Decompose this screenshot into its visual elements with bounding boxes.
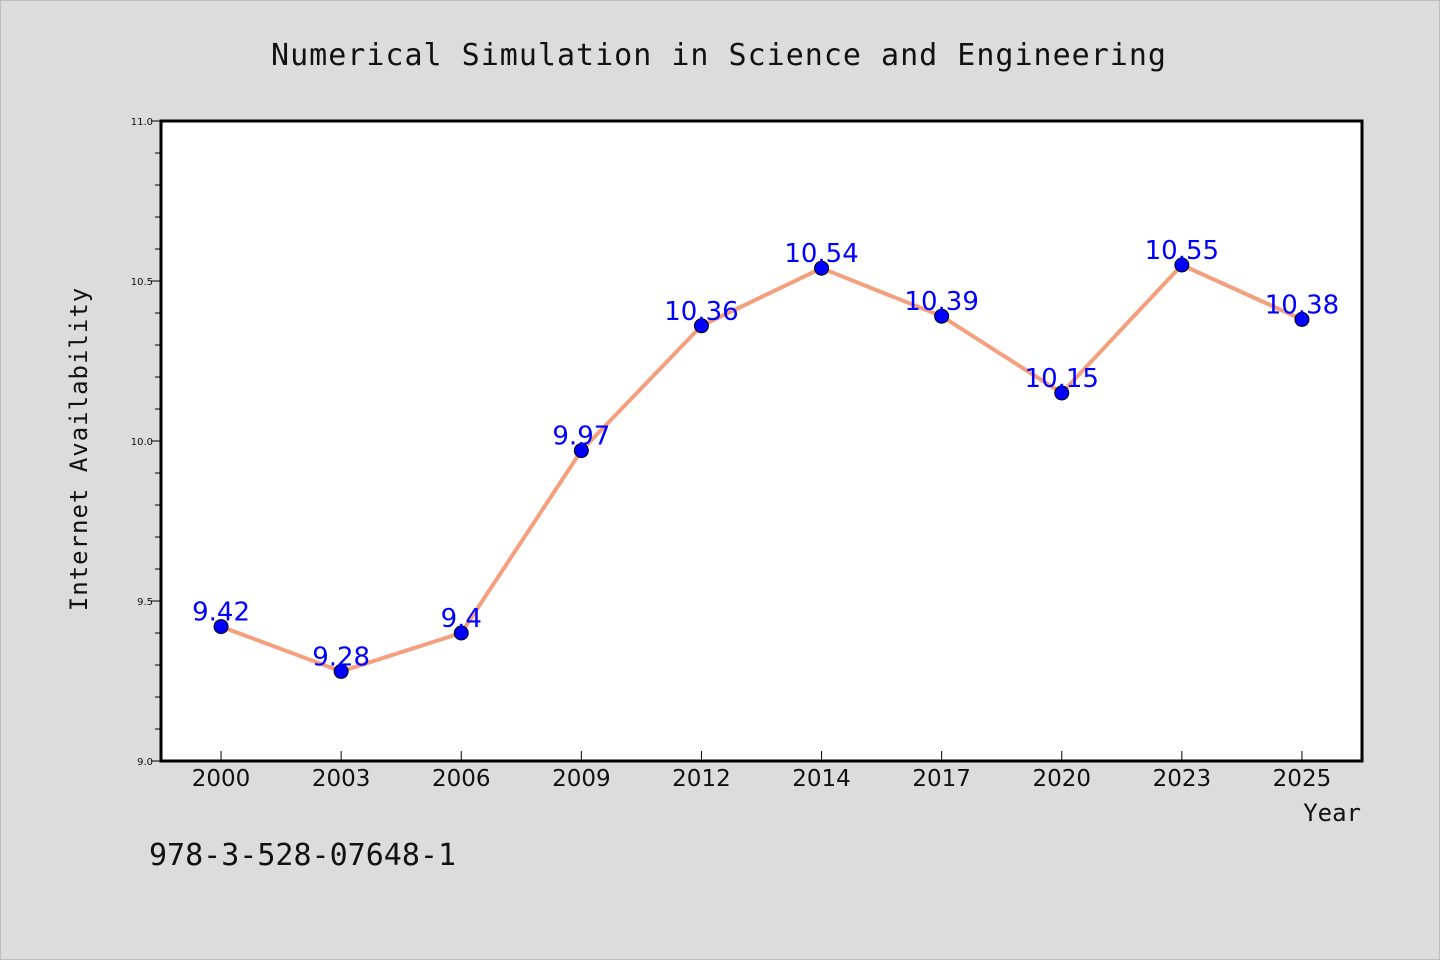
data-point-label: 10.36: [664, 297, 738, 327]
y-axis-label: Internet Availability: [65, 287, 93, 611]
data-point-marker: [573, 443, 589, 459]
y-tick-label: 9.5: [137, 597, 153, 608]
data-point-label: 9.28: [312, 642, 370, 672]
x-tick-label: 2003: [312, 766, 371, 792]
data-point-marker: [453, 625, 469, 641]
x-tick-label: 2014: [792, 766, 851, 792]
data-point-marker: [814, 260, 830, 276]
data-point-label: 10.15: [1025, 364, 1099, 394]
data-point-label: 10.54: [784, 239, 858, 269]
data-point-marker: [1054, 385, 1070, 401]
x-tick-label: 2000: [192, 766, 251, 792]
x-tick-label: 2020: [1032, 766, 1091, 792]
data-point-marker: [333, 663, 349, 679]
data-point-label: 10.38: [1265, 290, 1339, 320]
data-point-marker: [693, 318, 709, 334]
y-tick-label: 11.0: [131, 117, 153, 128]
data-point-marker: [1174, 257, 1190, 273]
y-tick-label: 10.5: [131, 277, 153, 288]
series-line: [219, 263, 1304, 674]
data-point-label: 9.42: [192, 598, 250, 628]
data-point-label: 9.97: [552, 422, 610, 452]
chart-title: Numerical Simulation in Science and Engi…: [271, 38, 1167, 73]
y-axis-ticks: 9.0 9.5 10.0 10.5 11.0: [131, 117, 161, 768]
data-point-label: 10.39: [904, 287, 978, 317]
series-layer: 9.42 9.28 9.4 9.97 10.36 10.54 10.39 10.15 10.55…: [192, 236, 1339, 679]
x-tick-label: 2006: [432, 766, 491, 792]
x-tick-label: 2009: [552, 766, 611, 792]
isbn-text: 978-3-528-07648-1: [149, 838, 456, 873]
x-tick-label: 2012: [672, 766, 731, 792]
x-tick-label: 2017: [912, 766, 971, 792]
data-point-marker: [934, 308, 950, 324]
x-axis-label: Year: [1303, 799, 1361, 827]
x-axis-ticks: 2000 2003 2006 2009 2012 2014 2017 2020 2023 2025: [192, 751, 1331, 792]
data-point-label: 10.55: [1145, 236, 1219, 266]
y-tick-label: 9.0: [137, 757, 153, 768]
x-tick-label: 2025: [1273, 766, 1332, 792]
x-tick-label: 2023: [1153, 766, 1212, 792]
y-tick-label: 10.0: [131, 437, 153, 448]
data-point-marker: [1294, 311, 1310, 327]
data-point-marker: [213, 619, 229, 635]
plot-area: [159, 119, 1364, 763]
data-point-label: 9.4: [441, 604, 482, 634]
